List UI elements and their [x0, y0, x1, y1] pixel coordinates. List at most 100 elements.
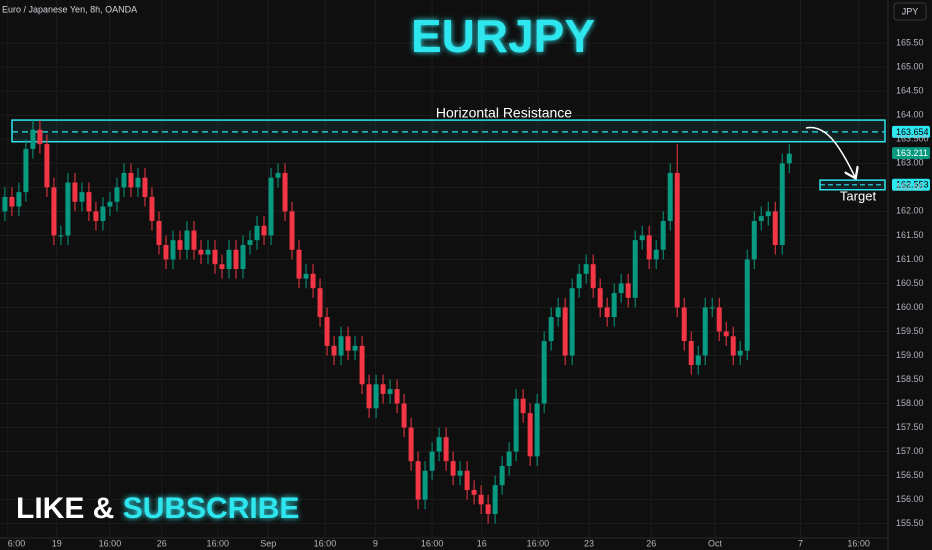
candle-body — [541, 341, 547, 404]
x-tick-label: 16 — [477, 538, 487, 548]
candle-body — [653, 249, 659, 260]
candle-body — [695, 355, 701, 366]
candle-body — [366, 384, 372, 409]
candle-body — [401, 403, 407, 428]
like-text: LIKE & — [16, 492, 114, 525]
candle-body — [380, 384, 386, 394]
candle-body — [422, 470, 428, 500]
candle-body — [450, 461, 456, 476]
last-price-box — [892, 147, 930, 160]
x-tick-label: 16:00 — [99, 538, 122, 548]
y-tick-label: 155.50 — [896, 518, 924, 528]
candle-body — [716, 307, 722, 332]
candle-body — [317, 288, 323, 318]
candle-body — [2, 196, 8, 212]
candle-body — [191, 230, 197, 250]
candle-body — [688, 341, 694, 366]
candle-body — [555, 307, 561, 318]
candle-body — [324, 317, 330, 346]
candle-body — [562, 307, 568, 356]
candle-body — [786, 153, 792, 164]
x-tick-label: 26 — [157, 538, 167, 548]
y-tick-label: 160.00 — [896, 302, 924, 312]
candle-body — [44, 144, 50, 188]
candle-body — [79, 192, 85, 202]
candle-body — [184, 230, 190, 250]
y-tick-label: 163.00 — [896, 158, 924, 168]
candle-body — [282, 172, 288, 212]
candle-body — [149, 196, 155, 221]
candle-body — [758, 216, 764, 221]
candle-body — [30, 129, 36, 149]
candle-body — [212, 249, 218, 265]
candle-body — [296, 249, 302, 279]
y-tick-label: 159.50 — [896, 326, 924, 336]
candle-body — [37, 129, 43, 145]
candle-body — [261, 225, 267, 236]
target-price-box — [892, 178, 930, 191]
x-tick-label: 23 — [584, 538, 594, 548]
y-tick-label: 157.50 — [896, 422, 924, 432]
y-tick-label: 157.00 — [896, 446, 924, 456]
y-tick-label: 165.00 — [896, 62, 924, 72]
candle-body — [114, 187, 120, 202]
candle-body — [660, 220, 666, 250]
candle-body — [338, 336, 344, 356]
last-price-text: 163.211 — [896, 148, 928, 158]
currency-label[interactable]: JPY — [902, 6, 919, 16]
candle-body — [268, 177, 274, 236]
x-tick-label: 6:00 — [8, 538, 26, 548]
candle-body — [135, 177, 141, 188]
y-tick-label: 161.50 — [896, 230, 924, 240]
candle-body — [415, 461, 421, 500]
like-subscribe: LIKE & SUBSCRIBE — [16, 492, 299, 525]
candle-body — [23, 148, 29, 193]
candle-body — [429, 451, 435, 471]
y-tick-label: 160.50 — [896, 278, 924, 288]
y-tick-label: 158.00 — [896, 398, 924, 408]
candle-body — [618, 283, 624, 294]
candle-body — [345, 336, 351, 351]
candle-body — [639, 235, 645, 241]
x-tick-label: 7 — [798, 538, 803, 548]
candle-body — [681, 307, 687, 342]
candle-body — [226, 249, 232, 269]
candle-body — [674, 172, 680, 308]
candle-body — [303, 273, 309, 279]
y-tick-label: 163.500 — [896, 134, 929, 144]
candle-body — [513, 398, 519, 452]
candle-body — [569, 288, 575, 356]
candle-body — [751, 220, 757, 260]
candle-body — [219, 264, 225, 269]
currency-button[interactable] — [893, 2, 927, 21]
chart-title: EURJPY — [411, 10, 595, 62]
candle-body — [765, 211, 771, 217]
candle-body — [492, 485, 498, 514]
x-tick-label: 16:00 — [314, 538, 337, 548]
candle-body — [597, 288, 603, 308]
resistance-zone — [11, 119, 886, 143]
x-tick-label: Sep — [260, 538, 276, 548]
y-tick-label: 165.50 — [896, 38, 924, 48]
candle-body — [233, 249, 239, 269]
resistance-price-box — [892, 125, 930, 138]
candle-body — [443, 437, 449, 462]
candle-body — [9, 196, 15, 207]
resistance-label: Horizontal Resistance — [436, 105, 572, 121]
candle-body — [772, 211, 778, 245]
candle-body — [667, 172, 673, 221]
candle-body — [107, 201, 113, 207]
y-tick-label: 164.50 — [896, 86, 924, 96]
y-tick-label: 156.00 — [896, 494, 924, 504]
candle-body — [520, 398, 526, 414]
candle-body — [576, 273, 582, 289]
candle-body — [142, 177, 148, 197]
candle-body — [198, 249, 204, 255]
candle-body — [457, 470, 463, 476]
candle-body — [373, 384, 379, 409]
candle-body — [394, 389, 400, 404]
candle-body — [163, 244, 169, 260]
y-tick-label: 162.00 — [896, 206, 924, 216]
candle-body — [478, 494, 484, 505]
y-tick-label: 161.00 — [896, 254, 924, 264]
